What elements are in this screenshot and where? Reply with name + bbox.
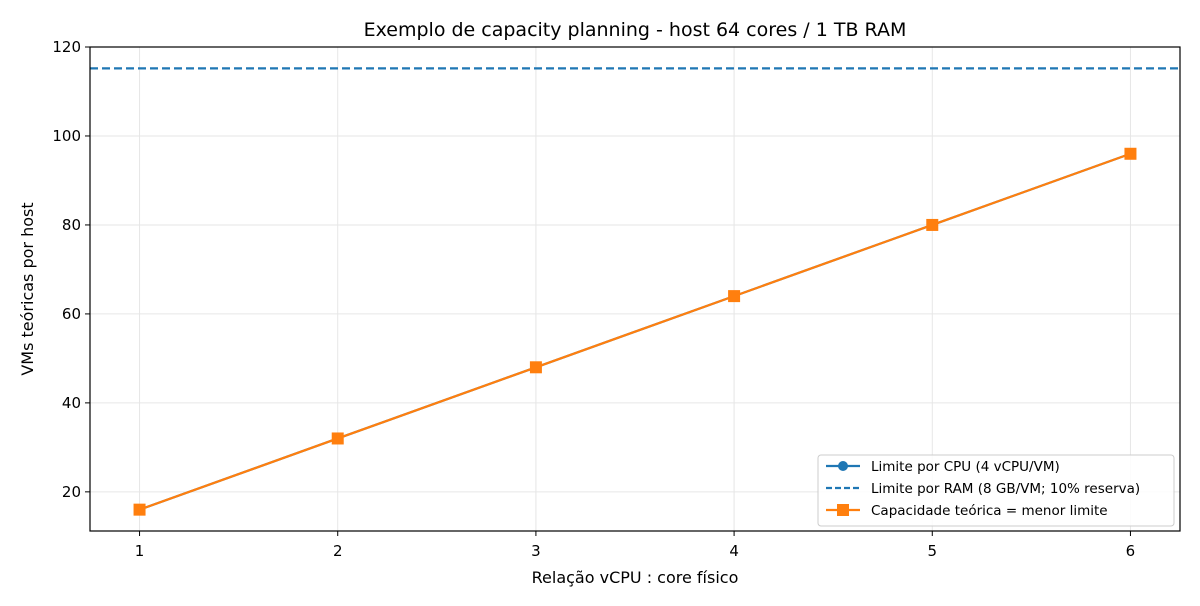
plot-series: [90, 67, 1180, 516]
plot-frame: [89, 46, 1181, 532]
chart-title: Exemplo de capacity planning - host 64 c…: [364, 19, 907, 41]
legend-item: Limite por RAM (8 GB/VM; 10% reserva): [826, 481, 1140, 497]
x-tick-label: 2: [333, 542, 343, 560]
legend-label: Capacidade teórica = menor limite: [871, 503, 1108, 519]
legend-item: Capacidade teórica = menor limite: [826, 503, 1108, 519]
x-tick-label: 1: [135, 542, 145, 560]
series-point: [728, 290, 741, 303]
y-tick-label: 40: [62, 394, 81, 412]
y-tick-label: 120: [52, 38, 81, 56]
legend-item: Limite por CPU (4 vCPU/VM): [826, 459, 1060, 475]
legend-label: Limite por RAM (8 GB/VM; 10% reserva): [871, 481, 1140, 497]
series-point: [529, 361, 542, 374]
y-tick-label: 100: [52, 127, 81, 145]
legend-label: Limite por CPU (4 vCPU/VM): [871, 459, 1060, 475]
series-point: [1124, 147, 1137, 160]
series-point: [133, 503, 146, 516]
legend-swatch-marker: [837, 504, 849, 516]
legend: Limite por CPU (4 vCPU/VM) Limite por RAM…: [817, 454, 1175, 527]
y-tick-label: 80: [62, 216, 81, 234]
axis-ticks: 1 2 3 4 5 6 20 40 60 80 100 120: [52, 38, 1135, 560]
x-tick-label: 5: [927, 542, 937, 560]
series-line: [139, 152, 1131, 511]
x-tick-label: 3: [531, 542, 541, 560]
x-tick-label: 4: [729, 542, 739, 560]
y-tick-label: 20: [62, 483, 81, 501]
legend-box: [817, 454, 1175, 527]
x-tick-label: 6: [1126, 542, 1136, 560]
series-2: [133, 147, 1137, 516]
y-tick-label: 60: [62, 305, 81, 323]
series-point: [331, 432, 344, 445]
legend-items: Limite por CPU (4 vCPU/VM) Limite por RAM…: [826, 459, 1140, 519]
y-axis-label: VMs teóricas por host: [18, 202, 37, 375]
series-point: [926, 218, 939, 231]
legend-swatch-marker: [838, 461, 848, 471]
x-axis-label: Relação vCPU : core físico: [532, 568, 739, 587]
